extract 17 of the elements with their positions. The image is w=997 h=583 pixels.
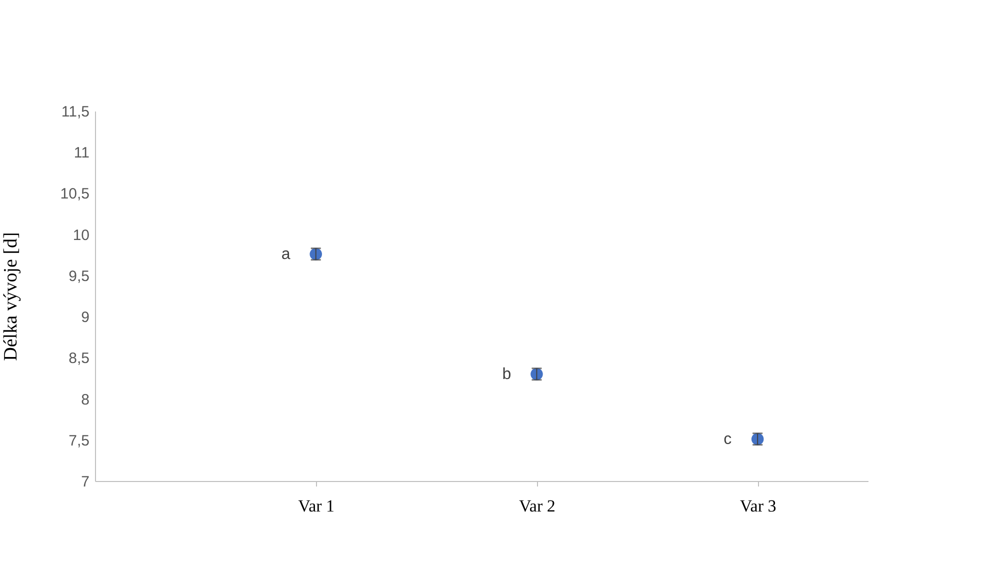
y-tick-label: 10,5 [60, 186, 90, 203]
y-tick-label: 11,5 [61, 104, 90, 120]
y-axis-title: Délka vývoje [d] [0, 232, 22, 361]
annotation: b [502, 366, 512, 384]
annotation: a [281, 246, 290, 264]
y-tick-label: 8,5 [68, 350, 90, 368]
y-tick-label: 7,5 [68, 432, 90, 450]
y-tick-label: 10 [72, 226, 90, 244]
x-tick-label: Var 3 [740, 496, 776, 516]
y-tick-label: 8 [81, 391, 90, 408]
y-tick-label: 7 [81, 474, 90, 490]
y-tick-label: 9 [81, 309, 90, 326]
x-tick-label: Var 1 [298, 496, 335, 516]
y-tick-label: 9,5 [68, 268, 90, 285]
x-tick-label: Var 2 [519, 496, 556, 516]
y-tick-label: 11 [74, 144, 90, 162]
annotation: c [724, 431, 732, 448]
